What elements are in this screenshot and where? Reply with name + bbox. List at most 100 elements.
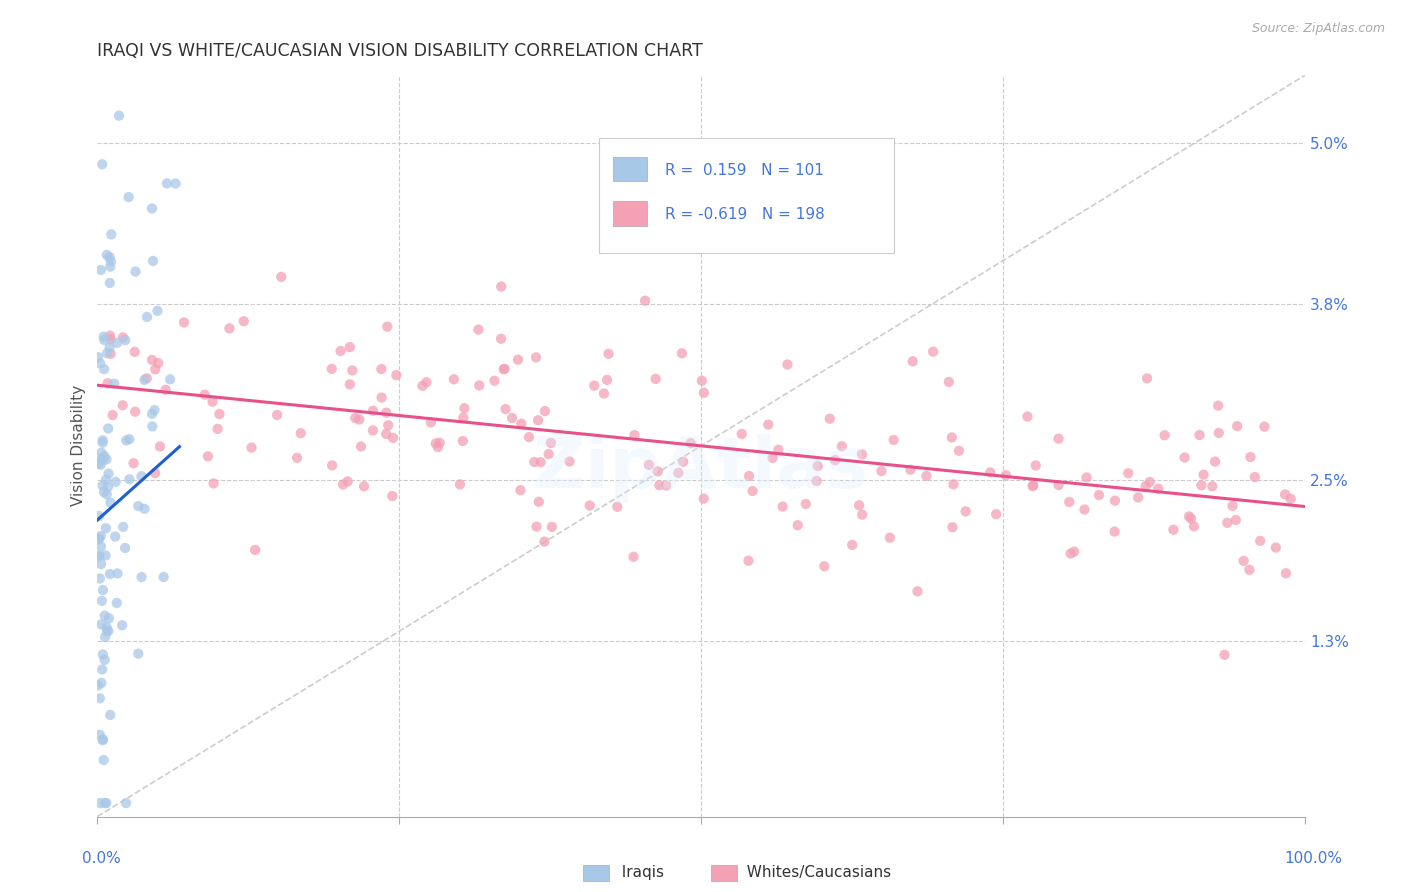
Point [941,520,963,534]
Point [922,344,945,359]
Point [807,458,830,473]
Point [143,466,166,480]
Point [201,394,224,409]
Point [907,584,929,599]
Point [91,435,114,450]
Point [141,202,163,216]
Point [91,582,114,597]
Point [1139,475,1161,489]
Point [90,594,112,608]
Point [93,608,115,623]
Point [149,440,172,454]
Point [89,796,111,810]
Point [375,319,398,334]
Point [385,368,408,383]
Point [143,403,166,417]
Point [146,303,169,318]
Point [93,329,115,343]
Point [90,458,112,472]
Point [124,344,146,359]
Point [90,676,112,690]
Point [415,376,437,390]
Point [738,469,761,483]
Point [495,402,517,417]
Point [672,455,695,469]
Point [655,478,678,492]
Point [90,557,112,571]
Point [377,418,399,433]
Point [115,796,138,810]
Text: R =  0.159   N = 101: R = 0.159 N = 101 [665,162,824,178]
Point [1275,566,1298,581]
Point [768,442,790,457]
Point [806,474,828,488]
Point [429,435,451,450]
Point [105,596,128,610]
Text: Whites/Caucasians: Whites/Caucasians [737,865,891,880]
Point [692,491,714,506]
Point [1147,482,1170,496]
Point [207,422,229,436]
Point [731,426,754,441]
Point [156,177,179,191]
Point [91,648,114,662]
Point [321,458,343,473]
Point [762,450,785,465]
Point [1222,499,1244,513]
Point [690,374,713,388]
Point [1116,467,1139,481]
Point [638,458,661,472]
Point [489,332,512,346]
Point [197,450,219,464]
Point [336,475,359,489]
Point [98,276,121,290]
Point [89,508,111,523]
Point [824,453,846,467]
Point [93,485,115,500]
Point [96,346,118,360]
Point [134,501,156,516]
Point [671,346,693,360]
Point [89,531,111,545]
Point [1073,502,1095,516]
Point [155,383,177,397]
Point [491,279,513,293]
Point [492,362,515,376]
Point [596,373,619,387]
Point [97,480,120,494]
Point [339,340,361,354]
Point [1047,478,1070,492]
Point [693,385,716,400]
Point [1274,487,1296,501]
Point [87,533,110,547]
Point [375,426,398,441]
Point [537,447,560,461]
Point [89,728,111,742]
Point [598,347,620,361]
Point [90,529,112,543]
Point [127,499,149,513]
Point [142,254,165,268]
Point [361,424,384,438]
Point [108,109,131,123]
Point [159,372,181,386]
Point [141,407,163,421]
Point [339,377,361,392]
Point [266,408,288,422]
Point [98,341,121,355]
Point [501,411,523,425]
Point [451,434,474,448]
Point [173,315,195,329]
Point [955,504,977,518]
Point [96,620,118,634]
Point [453,410,475,425]
Point [107,566,129,581]
Point [883,433,905,447]
Point [467,323,489,337]
Point [986,507,1008,521]
Point [218,321,240,335]
Point [100,227,122,242]
Point [89,691,111,706]
Point [321,362,343,376]
Point [468,378,491,392]
